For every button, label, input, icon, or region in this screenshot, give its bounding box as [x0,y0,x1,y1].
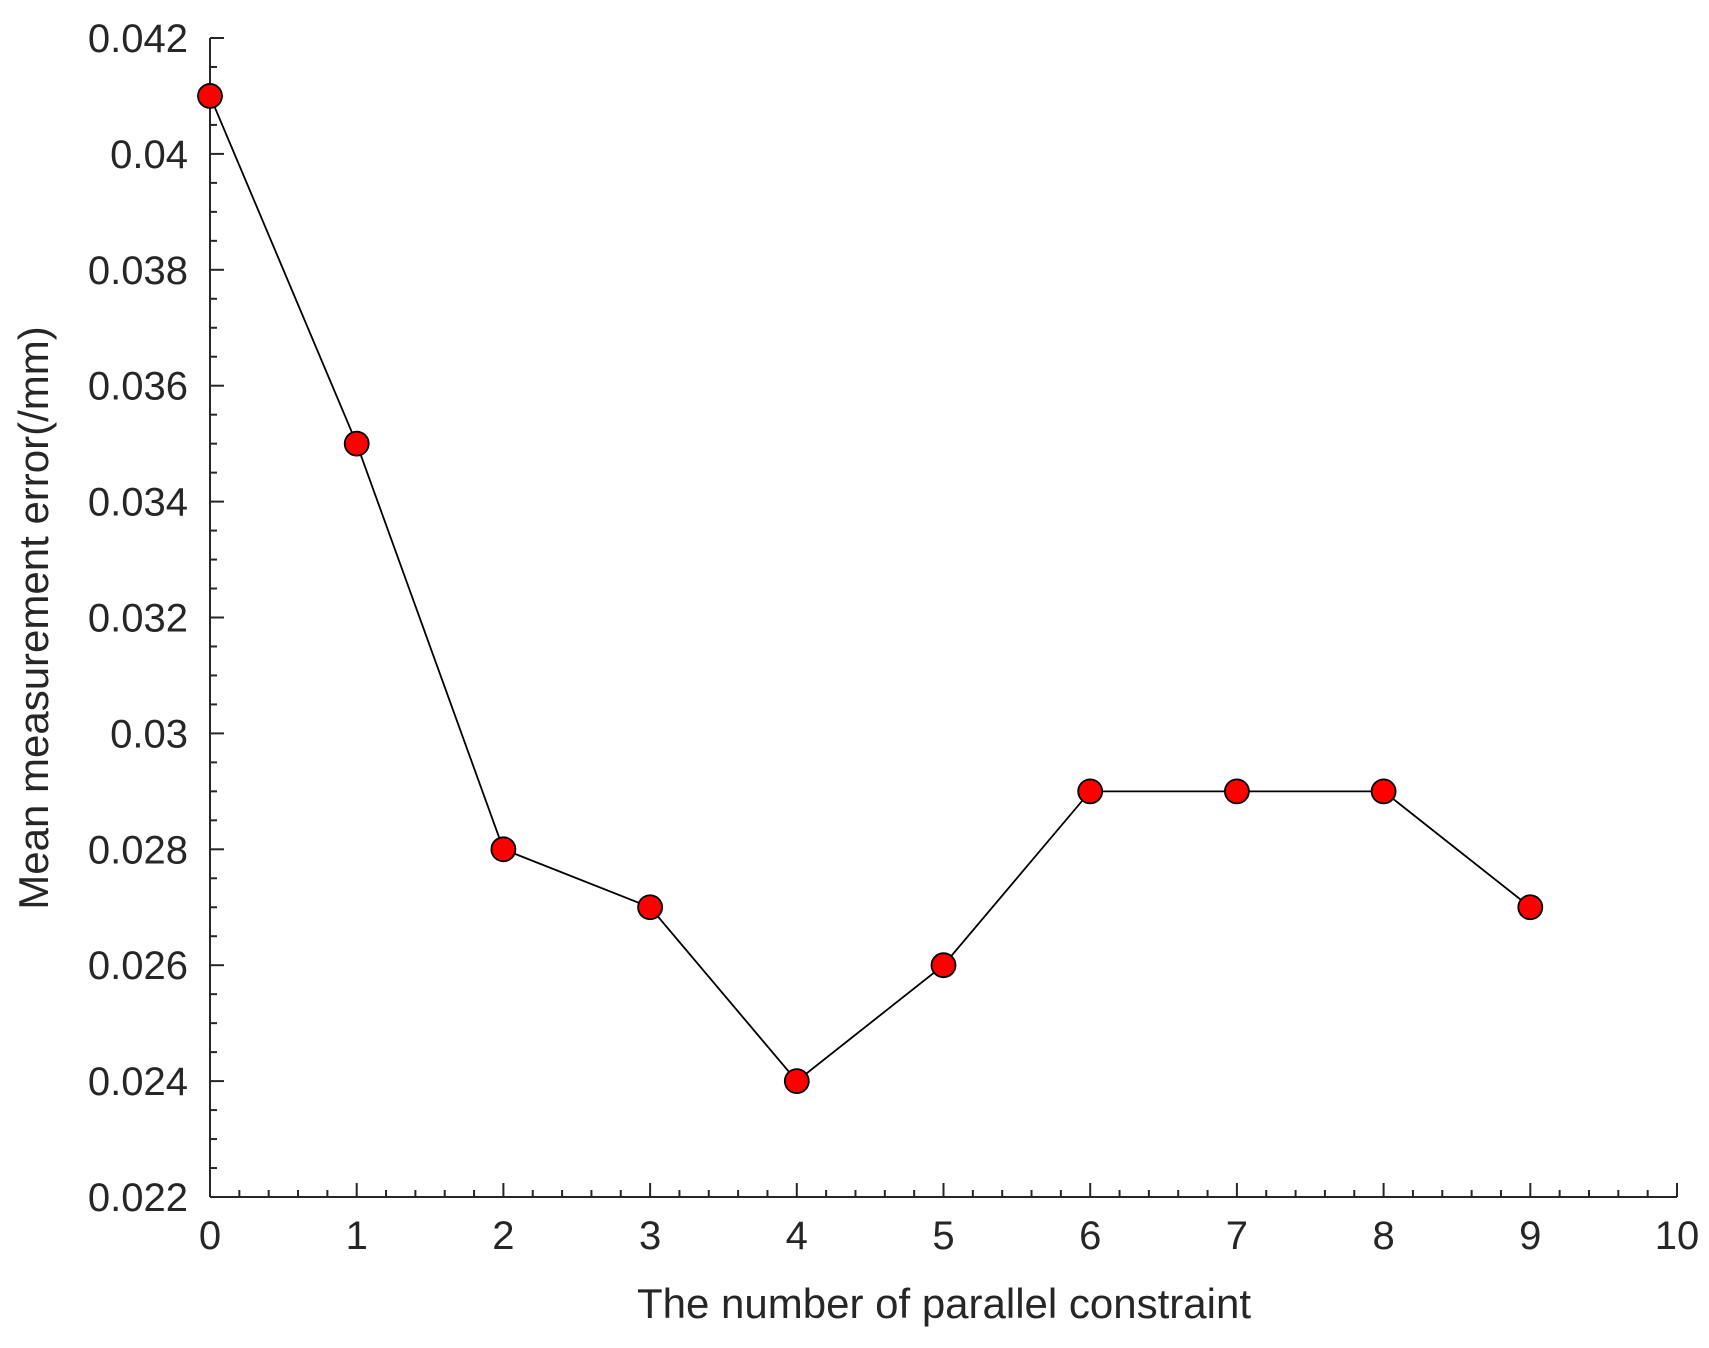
x-axis-title: The number of parallel constraint [637,1280,1251,1327]
data-point [1370,778,1397,805]
x-tick-label: 5 [932,1214,954,1258]
series-layer [197,83,1544,1094]
y-tick-label: 0.022 [88,1176,188,1220]
y-tick-labels: 0.022 0.024 0.026 0.028 0.03 0.032 0.034 0.036 0… [88,17,188,1220]
data-point [1517,894,1544,921]
y-tick-label: 0.042 [88,17,188,61]
y-tick-label: 0.038 [88,249,188,293]
data-point [343,430,370,457]
x-tick-label: 8 [1372,1214,1394,1258]
data-point [783,1068,810,1094]
y-tick-label: 0.026 [88,944,188,988]
x-tick-label: 0 [199,1214,221,1258]
data-point [930,952,957,979]
x-tick-label: 1 [346,1214,368,1258]
axes [209,37,1678,1198]
data-point [1077,778,1104,805]
y-tick-label: 0.024 [88,1060,188,1104]
data-point [197,83,223,109]
y-tick-label: 0.04 [110,133,188,177]
x-tick-labels: 0 1 2 3 4 5 6 7 8 9 10 [199,1214,1699,1258]
x-tick-label: 2 [492,1214,514,1258]
y-tick-label: 0.028 [88,828,188,872]
data-point [637,894,663,921]
x-tick-label: 6 [1079,1214,1101,1258]
y-tick-label: 0.032 [88,597,188,641]
x-tick-label: 4 [786,1214,808,1258]
y-axis-title: Mean measurement error(/mm) [10,326,57,909]
data-point [1224,778,1250,805]
y-tick-label: 0.034 [88,481,188,525]
x-tick-label: 10 [1655,1214,1700,1258]
x-tick-label: 7 [1226,1214,1248,1258]
x-tick-label: 3 [639,1214,661,1258]
y-tick-label: 0.036 [88,365,188,409]
x-tick-label: 9 [1519,1214,1541,1258]
series-line [209,95,1531,1083]
data-point [490,836,517,863]
y-tick-label: 0.03 [110,712,188,756]
